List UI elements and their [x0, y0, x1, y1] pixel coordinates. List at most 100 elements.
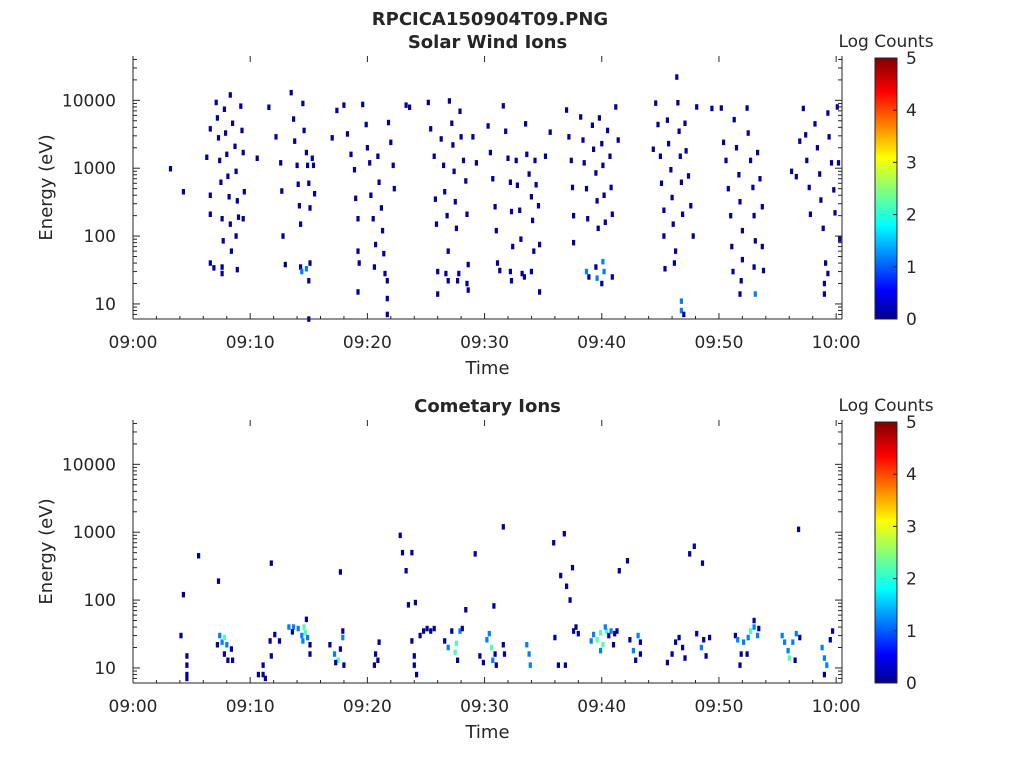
data-cell — [491, 657, 495, 663]
data-cell — [676, 100, 680, 106]
data-cell — [683, 120, 687, 126]
data-cell — [306, 634, 310, 641]
data-cell — [628, 637, 632, 643]
data-cell — [678, 153, 682, 159]
data-cell — [445, 212, 449, 219]
data-cell — [302, 624, 306, 630]
data-cell — [617, 568, 621, 574]
data-cell — [681, 644, 685, 651]
data-cell — [534, 182, 538, 188]
data-cell — [829, 160, 834, 166]
data-cell — [404, 568, 408, 574]
data-cell — [825, 662, 829, 668]
x-tick-label: 09:20 — [343, 333, 392, 353]
data-cell — [293, 138, 297, 144]
data-cell — [341, 628, 345, 634]
data-cell — [352, 167, 357, 173]
data-cell — [406, 602, 410, 608]
data-cell — [372, 264, 376, 270]
data-cell — [835, 104, 839, 110]
data-cell — [739, 278, 743, 284]
data-cell — [822, 671, 826, 678]
data-cell — [308, 205, 312, 211]
data-cell — [702, 637, 706, 643]
data-cell — [532, 248, 536, 254]
data-cell — [224, 130, 228, 136]
data-cell — [415, 671, 419, 678]
data-cell — [473, 551, 477, 557]
data-cell — [410, 638, 414, 644]
data-cell — [606, 127, 610, 134]
data-cell — [824, 260, 828, 266]
data-cell — [689, 203, 693, 209]
colorbar-tick-label: 4 — [906, 101, 917, 121]
data-cell — [443, 189, 447, 195]
data-cell — [710, 105, 714, 112]
colorbar-tick-label: 2 — [906, 570, 917, 590]
data-cell — [235, 266, 239, 273]
data-cell — [466, 261, 470, 268]
data-cell — [594, 170, 598, 176]
data-cell — [826, 270, 830, 277]
data-cell — [746, 634, 750, 641]
data-cell — [589, 638, 593, 644]
data-cell — [485, 637, 489, 643]
data-cell — [465, 280, 469, 287]
data-cell — [797, 526, 801, 533]
data-cell — [509, 278, 514, 284]
data-cell — [667, 140, 671, 147]
data-cell — [181, 189, 185, 195]
figure-title: RPCICA150904T09.PNG — [372, 9, 608, 30]
data-cell — [444, 270, 448, 277]
data-cell — [686, 173, 691, 179]
data-cell — [674, 639, 678, 645]
data-cell — [425, 625, 429, 632]
data-cell — [300, 268, 304, 275]
data-cell — [529, 268, 533, 275]
data-cell — [408, 104, 412, 110]
data-cell — [594, 264, 598, 270]
data-cell — [514, 157, 518, 164]
colorbar-tick-label: 0 — [906, 674, 917, 694]
y-tick-label: 1000 — [73, 159, 116, 179]
plot-area — [133, 56, 842, 319]
data-cell — [453, 199, 457, 205]
data-cell — [443, 638, 447, 644]
data-cell — [255, 155, 259, 161]
data-cell — [569, 157, 573, 164]
data-cell — [572, 239, 576, 246]
data-cell — [493, 204, 497, 210]
y-tick-label: 1000 — [73, 523, 116, 543]
data-cell — [256, 671, 260, 678]
data-cell — [590, 122, 594, 128]
data-cell — [601, 642, 605, 648]
data-cell — [364, 121, 368, 128]
data-cell — [229, 248, 233, 254]
data-cell — [738, 291, 742, 297]
data-cell — [488, 149, 492, 156]
data-cell — [524, 121, 528, 127]
data-cell — [536, 203, 541, 209]
data-cell — [454, 225, 458, 232]
data-cell — [739, 651, 743, 657]
data-cell — [519, 236, 523, 242]
data-cell — [185, 653, 189, 659]
data-cell — [453, 649, 457, 656]
data-cell — [603, 219, 607, 225]
data-cell — [212, 265, 216, 271]
data-cell — [229, 646, 233, 652]
data-cell — [492, 603, 496, 609]
data-cell — [674, 248, 678, 254]
data-cell — [684, 148, 688, 154]
data-cell — [663, 266, 667, 272]
data-cell — [334, 659, 338, 666]
x-tick-label: 10:00 — [812, 333, 861, 353]
data-cell — [301, 100, 305, 107]
data-cell — [528, 662, 532, 668]
data-cell — [205, 154, 209, 160]
data-cell — [356, 248, 360, 254]
data-cell — [220, 639, 224, 645]
data-cell — [654, 100, 658, 106]
data-cell — [495, 260, 500, 266]
